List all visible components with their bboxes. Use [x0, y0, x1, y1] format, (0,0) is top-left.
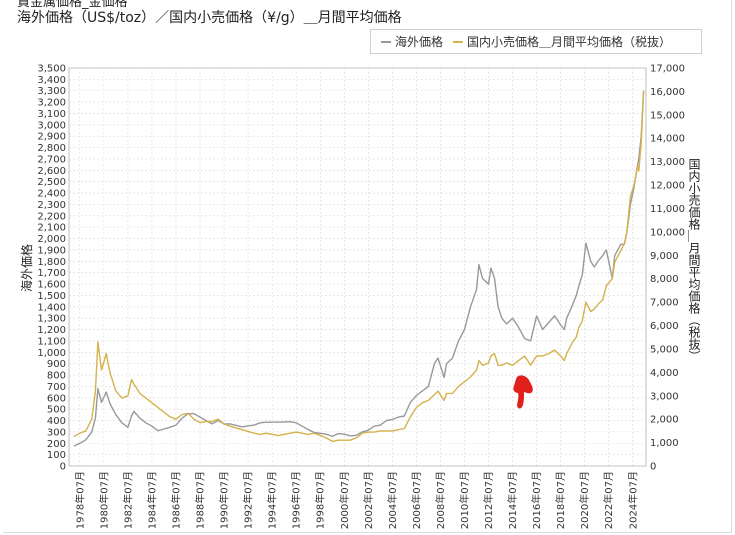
- y2-tick-label: 5,000: [650, 344, 679, 355]
- legend-item-series2[interactable]: 国内小売価格＿月間平均価格（税抜）: [453, 33, 671, 50]
- y-tick-label: 2,500: [37, 177, 66, 188]
- y-tick-label: 200: [47, 439, 66, 450]
- x-tick-label: 2024年07月: [626, 471, 639, 529]
- y2-tick-label: 14,000: [650, 134, 685, 145]
- y-tick-label: 1,800: [37, 257, 66, 268]
- y2-tick-label: 4,000: [650, 368, 679, 379]
- x-tick-label: 1990年07月: [218, 471, 231, 529]
- y2-tick-label: 12,000: [650, 181, 685, 192]
- y-tick-label: 1,400: [37, 302, 66, 313]
- y-tick-label: 800: [47, 371, 66, 382]
- y-tick-label: 900: [47, 359, 66, 370]
- y-tick-label: 3,100: [37, 109, 66, 120]
- y-tick-label: 1,500: [37, 291, 66, 302]
- y-tick-label: 600: [47, 393, 66, 404]
- legend-swatch-series2: [453, 40, 464, 43]
- y-tick-label: 2,200: [37, 211, 66, 222]
- y2-tick-label: 0: [650, 462, 656, 473]
- series-line-1: [73, 90, 645, 447]
- x-tick-label: 2000年07月: [338, 471, 351, 529]
- y-tick-label: 500: [47, 405, 66, 416]
- x-tick-label: 1978年07月: [73, 471, 86, 529]
- x-tick-label: 1996年07月: [290, 471, 303, 529]
- y-tick-label: 1,000: [37, 348, 66, 359]
- legend-label-series1: 海外価格: [395, 35, 444, 49]
- y-tick-label: 2,000: [37, 234, 66, 245]
- y-tick-label: 400: [47, 416, 66, 427]
- legend-swatch-series1: [381, 40, 391, 43]
- y-tick-label: 300: [47, 427, 66, 438]
- section-title-clipped: 貴金属価格_金価格: [17, 0, 128, 10]
- y2-tick-label: 16,000: [650, 87, 685, 98]
- x-tick-label: 2004年07月: [386, 471, 399, 529]
- y-tick-label: 1,100: [37, 336, 66, 347]
- y-axis-title: 海外価格: [19, 244, 34, 292]
- y-tick-label: 3,300: [37, 86, 66, 97]
- x-tick-label: 2016年07月: [530, 471, 543, 529]
- y2-tick-label: 3,000: [650, 391, 679, 402]
- y-tick-label: 1,200: [37, 325, 66, 336]
- y-tick-label: 2,800: [37, 143, 66, 154]
- y-axis-right: 0 1,000 2,000 3,000 4,000 5,000 6,000 7,000 8,00…: [650, 64, 685, 473]
- x-tick-label: 1984年07月: [145, 471, 158, 529]
- x-tick-label: 2010年07月: [458, 471, 471, 529]
- y-tick-label: 3,400: [37, 75, 66, 86]
- chart-panel: 貴金属価格_金価格 海外価格（US$/toz）／国内小売価格（¥/g）＿月間平均…: [3, 0, 732, 533]
- y-tick-label: 2,700: [37, 154, 66, 165]
- y-tick-label: 2,100: [37, 223, 66, 234]
- y-tick-label: 2,300: [37, 200, 66, 211]
- y-tick-label: 1,900: [37, 245, 66, 256]
- y-axis-left: 01002003004005006007008009001,0001,1001,…: [37, 64, 66, 473]
- x-tick-label: 2012年07月: [482, 471, 495, 529]
- y2-tick-label: 6,000: [650, 321, 679, 332]
- x-tick-label: 1982年07月: [121, 471, 134, 529]
- x-tick-label: 1988年07月: [194, 471, 207, 529]
- x-tick-label: 2018年07月: [554, 471, 567, 529]
- y2-tick-label: 2,000: [650, 415, 679, 426]
- y-tick-label: 700: [47, 382, 66, 393]
- y2-tick-label: 17,000: [650, 64, 685, 75]
- y2-tick-label: 15,000: [650, 110, 685, 121]
- y-tick-label: 2,900: [37, 132, 66, 143]
- x-tick-label: 1998年07月: [314, 471, 327, 529]
- x-tick-label: 1986年07月: [169, 471, 182, 529]
- y2-axis-title: 国内小売価格＿月間平均価格（税抜）: [687, 158, 701, 362]
- legend-label-series2: 国内小売価格＿月間平均価格（税抜）: [467, 35, 672, 49]
- y-tick-label: 1,600: [37, 280, 66, 291]
- y2-tick-label: 11,000: [650, 204, 685, 215]
- x-axis: 1978年07月 1980年07月 1982年07月 1984年07月 1986年07月…: [73, 471, 639, 529]
- y2-tick-label: 9,000: [650, 251, 679, 262]
- y-tick-label: 2,400: [37, 189, 66, 200]
- y-tick-label: 1,300: [37, 314, 66, 325]
- series-lines: [73, 90, 645, 447]
- y-tick-label: 3,500: [37, 64, 66, 75]
- y2-tick-label: 13,000: [650, 157, 685, 168]
- x-tick-label: 2022年07月: [602, 471, 615, 529]
- x-tick-label: 2006年07月: [410, 471, 423, 529]
- series-line-2: [73, 91, 645, 443]
- grid: [68, 67, 647, 467]
- x-tick-label: 2020年07月: [578, 471, 591, 529]
- y2-tick-label: 8,000: [650, 274, 679, 285]
- y-tick-label: 1,700: [37, 268, 66, 279]
- x-tick-label: 1994年07月: [266, 471, 279, 529]
- legend-item-series1[interactable]: 海外価格: [381, 33, 443, 50]
- x-tick-label: 1992年07月: [242, 471, 255, 529]
- y2-tick-label: 7,000: [650, 298, 679, 309]
- x-tick-label: 2014年07月: [506, 471, 519, 529]
- y2-tick-label: 10,000: [650, 227, 685, 238]
- x-tick-label: 1980年07月: [97, 471, 110, 529]
- y-tick-label: 0: [60, 462, 66, 473]
- y2-tick-label: 1,000: [650, 438, 679, 449]
- page-title: 海外価格（US$/toz）／国内小売価格（¥/g）＿月間平均価格: [17, 10, 402, 26]
- y-tick-label: 3,200: [37, 98, 66, 109]
- red-annotation-mark: [513, 375, 533, 409]
- y-tick-label: 100: [47, 450, 66, 461]
- y-tick-label: 3,000: [37, 120, 66, 131]
- x-tick-label: 2002年07月: [362, 471, 375, 529]
- y-tick-label: 2,600: [37, 166, 66, 177]
- x-tick-label: 2008年07月: [434, 471, 447, 529]
- legend: 海外価格 国内小売価格＿月間平均価格（税抜）: [370, 29, 702, 54]
